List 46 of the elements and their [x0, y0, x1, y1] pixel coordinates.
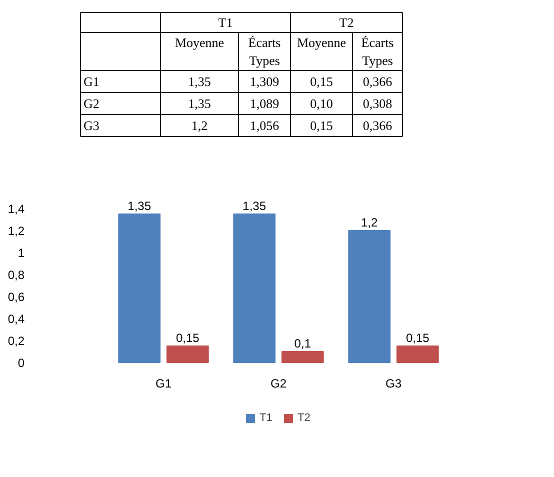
- legend-label: T2: [298, 412, 312, 424]
- bar: [396, 346, 439, 363]
- data-label: 1,2: [361, 216, 378, 230]
- y-tick-label: 1,2: [8, 224, 25, 238]
- text: 0,366: [362, 74, 393, 89]
- text: Moyenne: [296, 35, 346, 50]
- bar: [233, 214, 276, 363]
- bar: [281, 351, 324, 363]
- text: G1: [84, 74, 100, 89]
- data-label: 0,1: [294, 336, 312, 350]
- text: T2: [339, 15, 354, 30]
- text: G2: [84, 96, 100, 111]
- text: Moyenne: [174, 35, 224, 50]
- text: 0,15: [310, 74, 333, 89]
- text: 1,309: [250, 74, 280, 89]
- data-label: 1,35: [128, 199, 152, 213]
- text: 1,35: [188, 74, 211, 89]
- y-tick-label: 0,2: [8, 334, 25, 348]
- data-label: 0,15: [176, 331, 200, 345]
- y-tick-label: 1,4: [8, 202, 25, 216]
- y-tick-label: 1: [18, 246, 25, 260]
- text: 0,10: [310, 96, 333, 111]
- legend-label: T1: [260, 412, 274, 424]
- data-label: 0,15: [406, 331, 430, 345]
- bar: [118, 214, 161, 363]
- text: T1: [218, 15, 233, 30]
- y-tick-label: 0: [18, 356, 25, 370]
- text: 1,35: [188, 96, 211, 111]
- bar: [348, 230, 391, 363]
- bar: [166, 346, 209, 363]
- text: G3: [84, 118, 100, 133]
- text: 0,15: [310, 118, 333, 133]
- text: Écarts Types: [248, 35, 281, 68]
- text: 0,308: [362, 96, 392, 111]
- y-tick-label: 0,8: [8, 268, 25, 282]
- y-tick-label: 0,6: [8, 290, 25, 304]
- x-tick-label: G1: [155, 376, 172, 390]
- x-tick-label: G2: [270, 376, 287, 390]
- text: Écarts Types: [361, 35, 394, 68]
- data-label: 1,35: [242, 199, 266, 213]
- text: 1,056: [250, 118, 280, 133]
- y-tick-label: 0,4: [8, 312, 25, 326]
- text: 0,366: [362, 118, 393, 133]
- text: 1,2: [191, 118, 208, 133]
- text: 1,089: [250, 96, 280, 111]
- x-tick-label: G3: [385, 376, 402, 390]
